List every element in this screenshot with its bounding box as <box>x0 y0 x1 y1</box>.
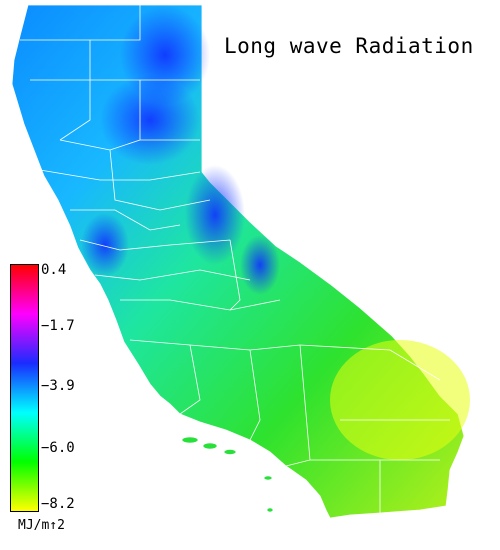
desert-region <box>330 340 470 460</box>
northern-mountains-region <box>100 75 200 165</box>
map-title: Long wave Radiation <box>224 34 474 58</box>
colorbar-tick-4: −6.0 <box>41 440 75 456</box>
bay-area-region <box>81 213 129 277</box>
channel-islands <box>181 436 274 513</box>
colorbar <box>10 264 39 512</box>
colorbar-units: MJ/m↑2 <box>18 518 65 533</box>
colorbar-tick-2: −1.7 <box>41 318 75 334</box>
sierra-region <box>185 165 245 265</box>
county-borders <box>20 5 450 513</box>
sierra-south-region <box>240 235 280 295</box>
colorbar-tick-5: −8.2 <box>41 496 75 512</box>
colorbar-tick-3: −3.9 <box>41 378 75 394</box>
colorbar-tick-1: 0.4 <box>41 262 67 278</box>
